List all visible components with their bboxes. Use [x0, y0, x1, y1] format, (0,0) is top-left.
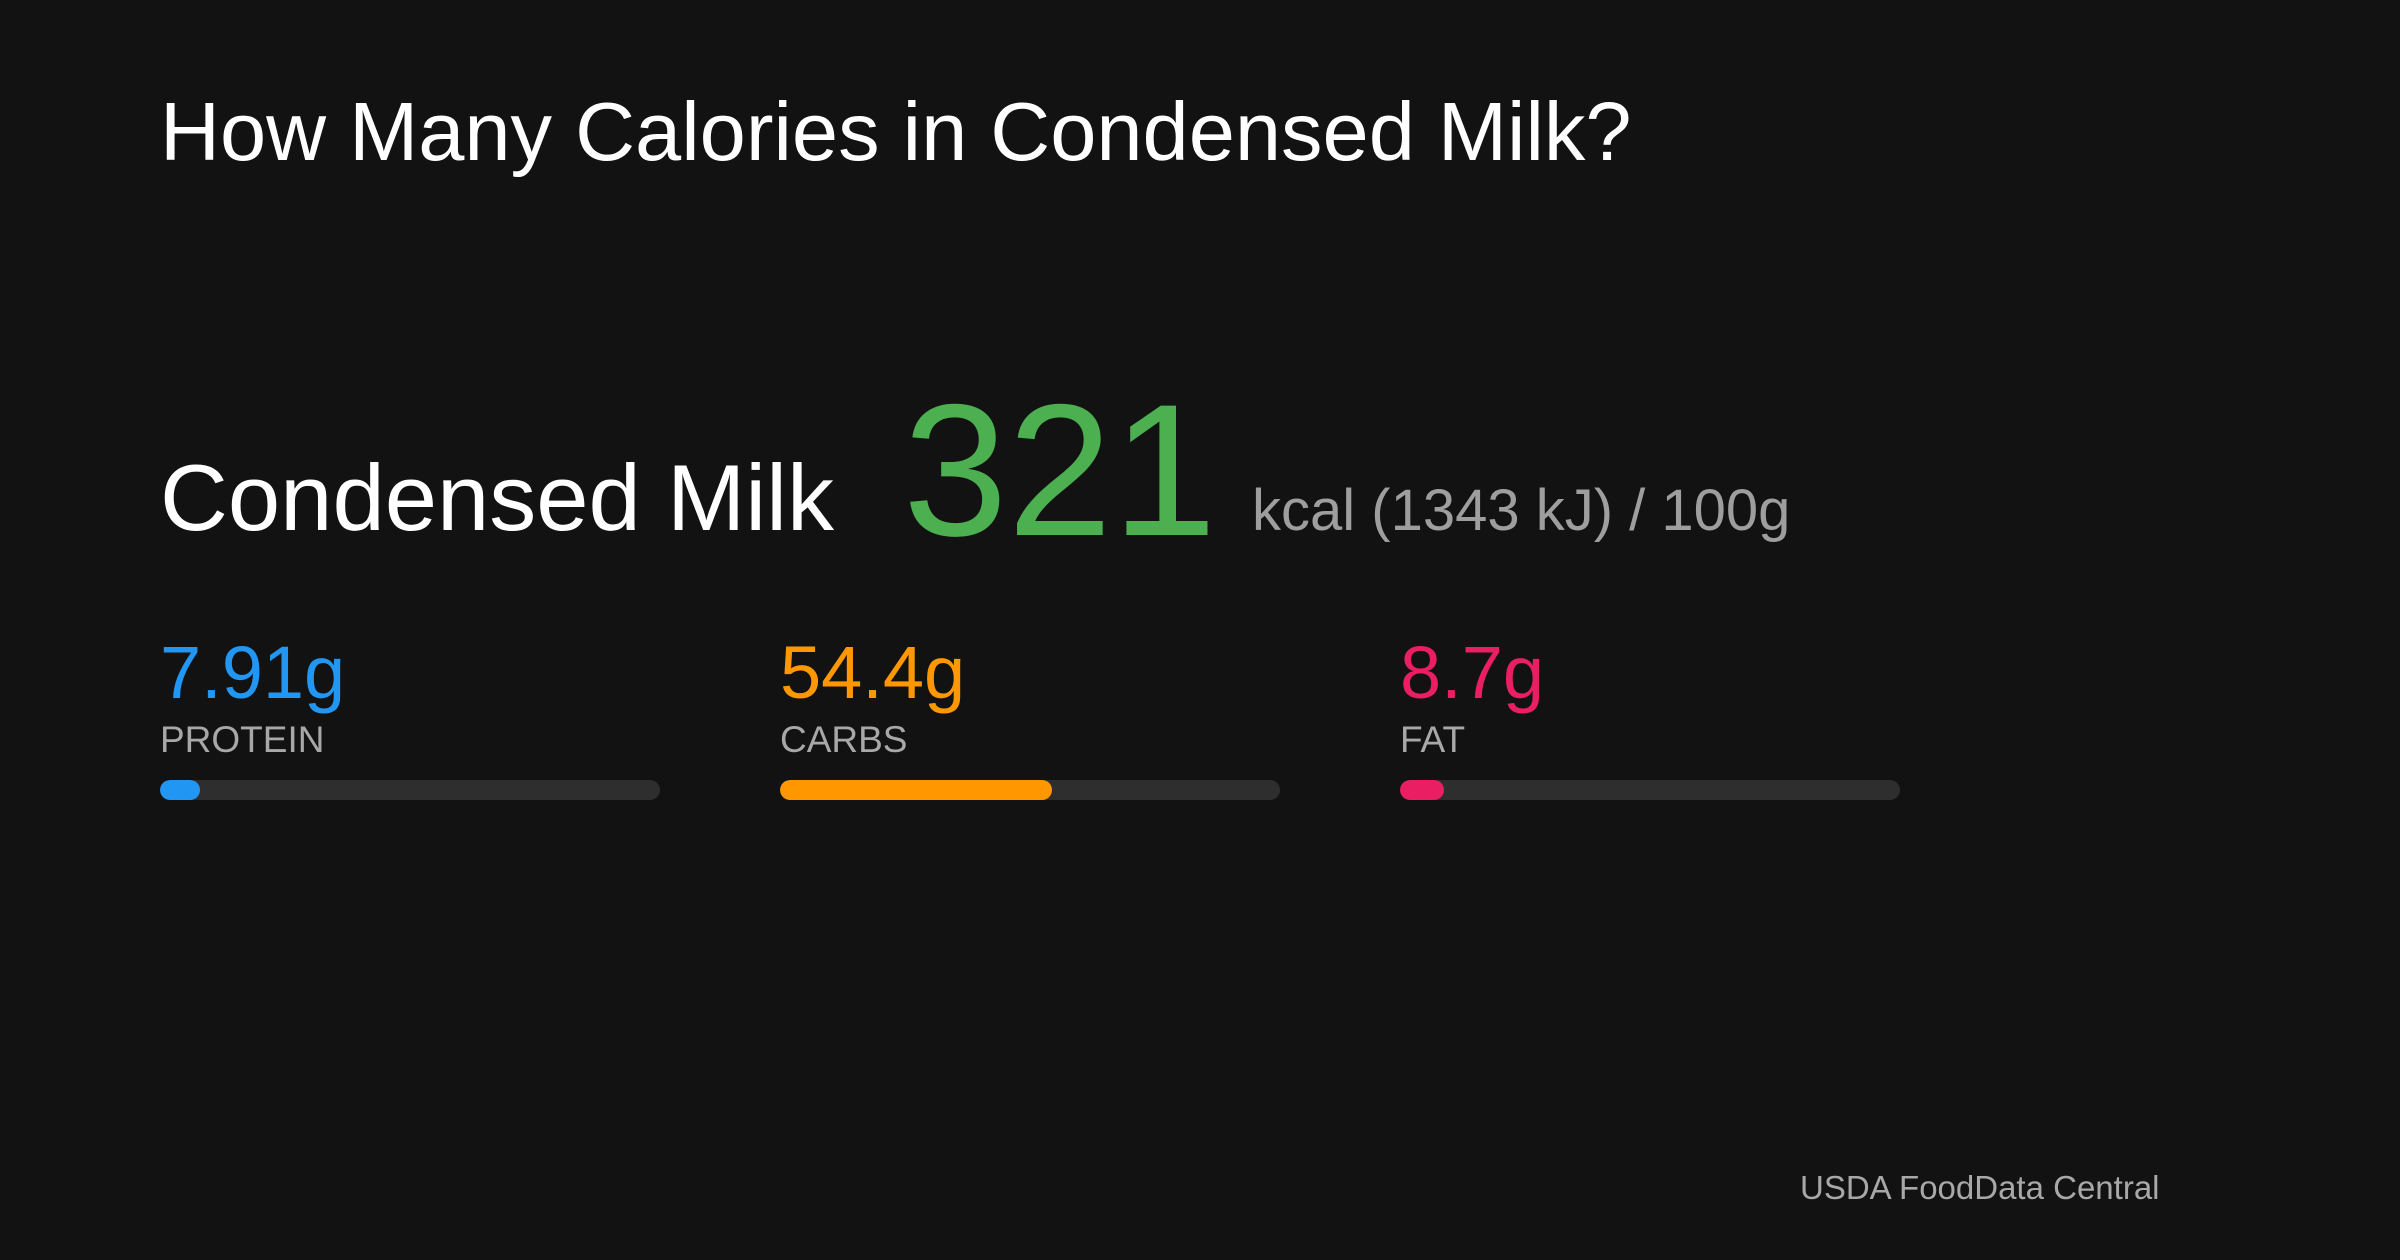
kcal-unit-text: kcal (1343 kJ) / 100g: [1252, 478, 1791, 543]
page-title: How Many Calories in Condensed Milk?: [160, 85, 1632, 178]
protein-progress-fill: [160, 780, 200, 800]
protein-progress-track: [160, 780, 660, 800]
source-credit: USDA FoodData Central: [1800, 1169, 2160, 1206]
kcal-value: 321: [903, 365, 1217, 575]
fat-value: 8.7g: [1400, 631, 1545, 714]
macro-fat: 8.7g FAT: [1400, 630, 1900, 810]
carbs-label: CARBS: [780, 719, 908, 760]
fat-progress-track: [1400, 780, 1900, 800]
calorie-summary: Condensed Milk 321 kcal (1343 kJ) / 100g: [160, 365, 2260, 575]
fat-label: FAT: [1400, 719, 1466, 760]
carbs-progress-track: [780, 780, 1280, 800]
protein-label: PROTEIN: [160, 719, 325, 760]
food-name: Condensed Milk: [160, 445, 835, 550]
protein-value: 7.91g: [160, 631, 346, 714]
macros-panel: 7.91g PROTEIN 54.4g CARBS 8.7g FAT: [160, 630, 1910, 810]
carbs-value: 54.4g: [780, 631, 966, 714]
carbs-progress-fill: [780, 780, 1052, 800]
macro-protein: 7.91g PROTEIN: [160, 630, 660, 810]
fat-progress-fill: [1400, 780, 1444, 800]
macro-carbs: 54.4g CARBS: [780, 630, 1280, 810]
